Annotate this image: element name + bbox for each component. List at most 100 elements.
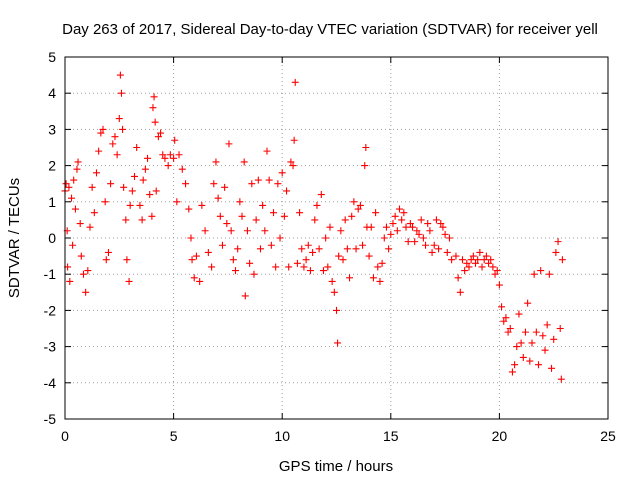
- data-point: [289, 162, 297, 170]
- data-point: [556, 325, 564, 332]
- data-point: [99, 125, 107, 133]
- data-point: [432, 216, 440, 224]
- data-point: [76, 220, 84, 228]
- y-axis-label: SDTVAR / TECUs: [6, 178, 23, 298]
- data-point: [240, 158, 248, 166]
- data-point: [73, 165, 81, 173]
- data-point: [465, 263, 473, 271]
- data-point: [417, 216, 425, 224]
- data-point: [68, 194, 76, 202]
- data-point: [95, 147, 103, 155]
- data-point: [107, 180, 115, 188]
- data-point: [452, 252, 460, 260]
- data-point: [280, 212, 288, 220]
- data-point: [146, 191, 154, 199]
- data-point: [79, 270, 87, 278]
- data-point: [558, 256, 566, 264]
- y-tick-label: 2: [48, 158, 56, 174]
- data-point: [298, 245, 306, 253]
- y-tick-label: -5: [44, 411, 57, 427]
- data-point: [333, 306, 340, 314]
- data-point: [382, 223, 390, 231]
- data-point: [311, 216, 319, 224]
- data-points: [61, 71, 566, 383]
- data-point: [238, 212, 246, 220]
- data-point: [474, 256, 482, 264]
- data-point: [385, 245, 393, 253]
- data-point: [97, 129, 105, 137]
- data-point: [161, 154, 169, 162]
- data-point: [65, 183, 73, 191]
- data-point: [543, 321, 551, 329]
- gridlines: [65, 57, 608, 419]
- data-point: [335, 252, 343, 260]
- data-point: [461, 267, 469, 275]
- data-point: [376, 277, 384, 285]
- data-point: [274, 180, 282, 188]
- data-point: [263, 147, 271, 155]
- data-point: [315, 245, 323, 253]
- data-point: [88, 183, 96, 191]
- data-point: [234, 245, 242, 253]
- data-point: [445, 234, 453, 242]
- data-point: [119, 125, 127, 133]
- data-point: [317, 191, 325, 199]
- data-point: [500, 317, 508, 325]
- data-point: [398, 216, 406, 224]
- data-point: [346, 274, 354, 282]
- data-point: [441, 230, 449, 238]
- data-point: [480, 256, 488, 264]
- data-point: [443, 248, 451, 256]
- data-point: [372, 209, 380, 217]
- y-tick-label: -3: [44, 339, 57, 355]
- data-point: [69, 241, 77, 249]
- data-point: [173, 198, 181, 206]
- data-point: [495, 281, 503, 289]
- data-point: [204, 248, 212, 256]
- y-tick-label: -1: [44, 266, 57, 282]
- data-point: [341, 216, 349, 224]
- data-point: [151, 118, 159, 126]
- data-point: [252, 216, 260, 224]
- data-point: [157, 129, 165, 137]
- data-point: [374, 263, 382, 271]
- x-tick-label: 15: [383, 428, 399, 444]
- data-point: [534, 361, 542, 369]
- data-point: [223, 220, 231, 228]
- data-point: [278, 169, 286, 177]
- y-tick-label: 3: [48, 121, 56, 137]
- data-point: [175, 151, 183, 159]
- data-point: [557, 375, 565, 383]
- data-point: [456, 288, 464, 296]
- data-point: [532, 328, 540, 336]
- data-point: [243, 227, 251, 235]
- data-point: [133, 144, 141, 151]
- data-point: [178, 165, 186, 173]
- data-point: [117, 89, 125, 97]
- data-point: [109, 140, 117, 148]
- data-point: [552, 248, 560, 256]
- data-point: [367, 223, 375, 231]
- data-point: [422, 241, 430, 249]
- data-point: [409, 223, 417, 231]
- data-point: [214, 194, 222, 202]
- data-point: [293, 259, 301, 267]
- data-point: [90, 209, 98, 217]
- data-point: [524, 299, 532, 307]
- data-point: [387, 230, 395, 238]
- data-point: [548, 364, 556, 372]
- data-point: [406, 220, 414, 228]
- data-point: [66, 277, 74, 285]
- data-point: [270, 209, 278, 217]
- data-point: [92, 169, 100, 177]
- data-point: [82, 288, 90, 296]
- data-point: [125, 277, 133, 285]
- data-point: [354, 205, 362, 213]
- data-point: [319, 267, 327, 275]
- data-point: [115, 115, 123, 123]
- data-point: [415, 230, 423, 238]
- data-point: [350, 198, 358, 206]
- data-point: [152, 187, 160, 195]
- data-point: [148, 212, 156, 220]
